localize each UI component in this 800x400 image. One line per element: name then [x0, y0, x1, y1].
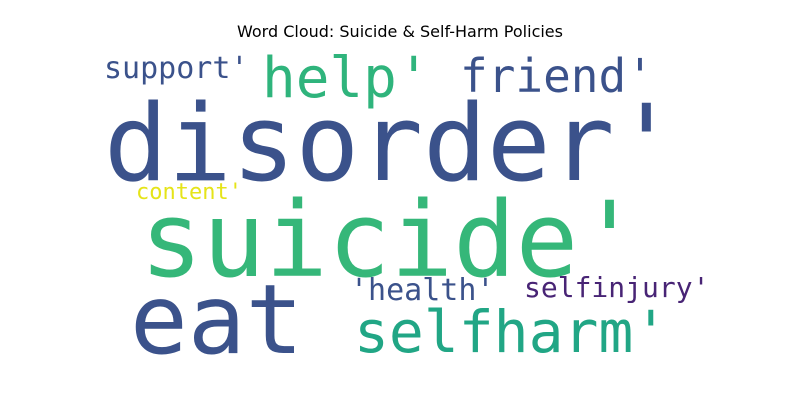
- word-help: help': [262, 46, 431, 111]
- word-health: 'health': [350, 273, 495, 308]
- word-suicide: suicide': [140, 179, 641, 301]
- word-friend: friend': [460, 49, 654, 103]
- word-selfharm: selfharm': [354, 298, 668, 366]
- word-selfinjury: selfinjury': [524, 271, 709, 304]
- word-support: support': [104, 51, 249, 86]
- word-eat: eat: [130, 264, 303, 376]
- words-layer: disorder'suicide'eat selfharm' help' friend…: [104, 46, 709, 376]
- word-content: content': [136, 180, 242, 205]
- chart-title: Word Cloud: Suicide & Self-Harm Policies: [237, 22, 563, 41]
- word-disorder: disorder': [104, 82, 678, 205]
